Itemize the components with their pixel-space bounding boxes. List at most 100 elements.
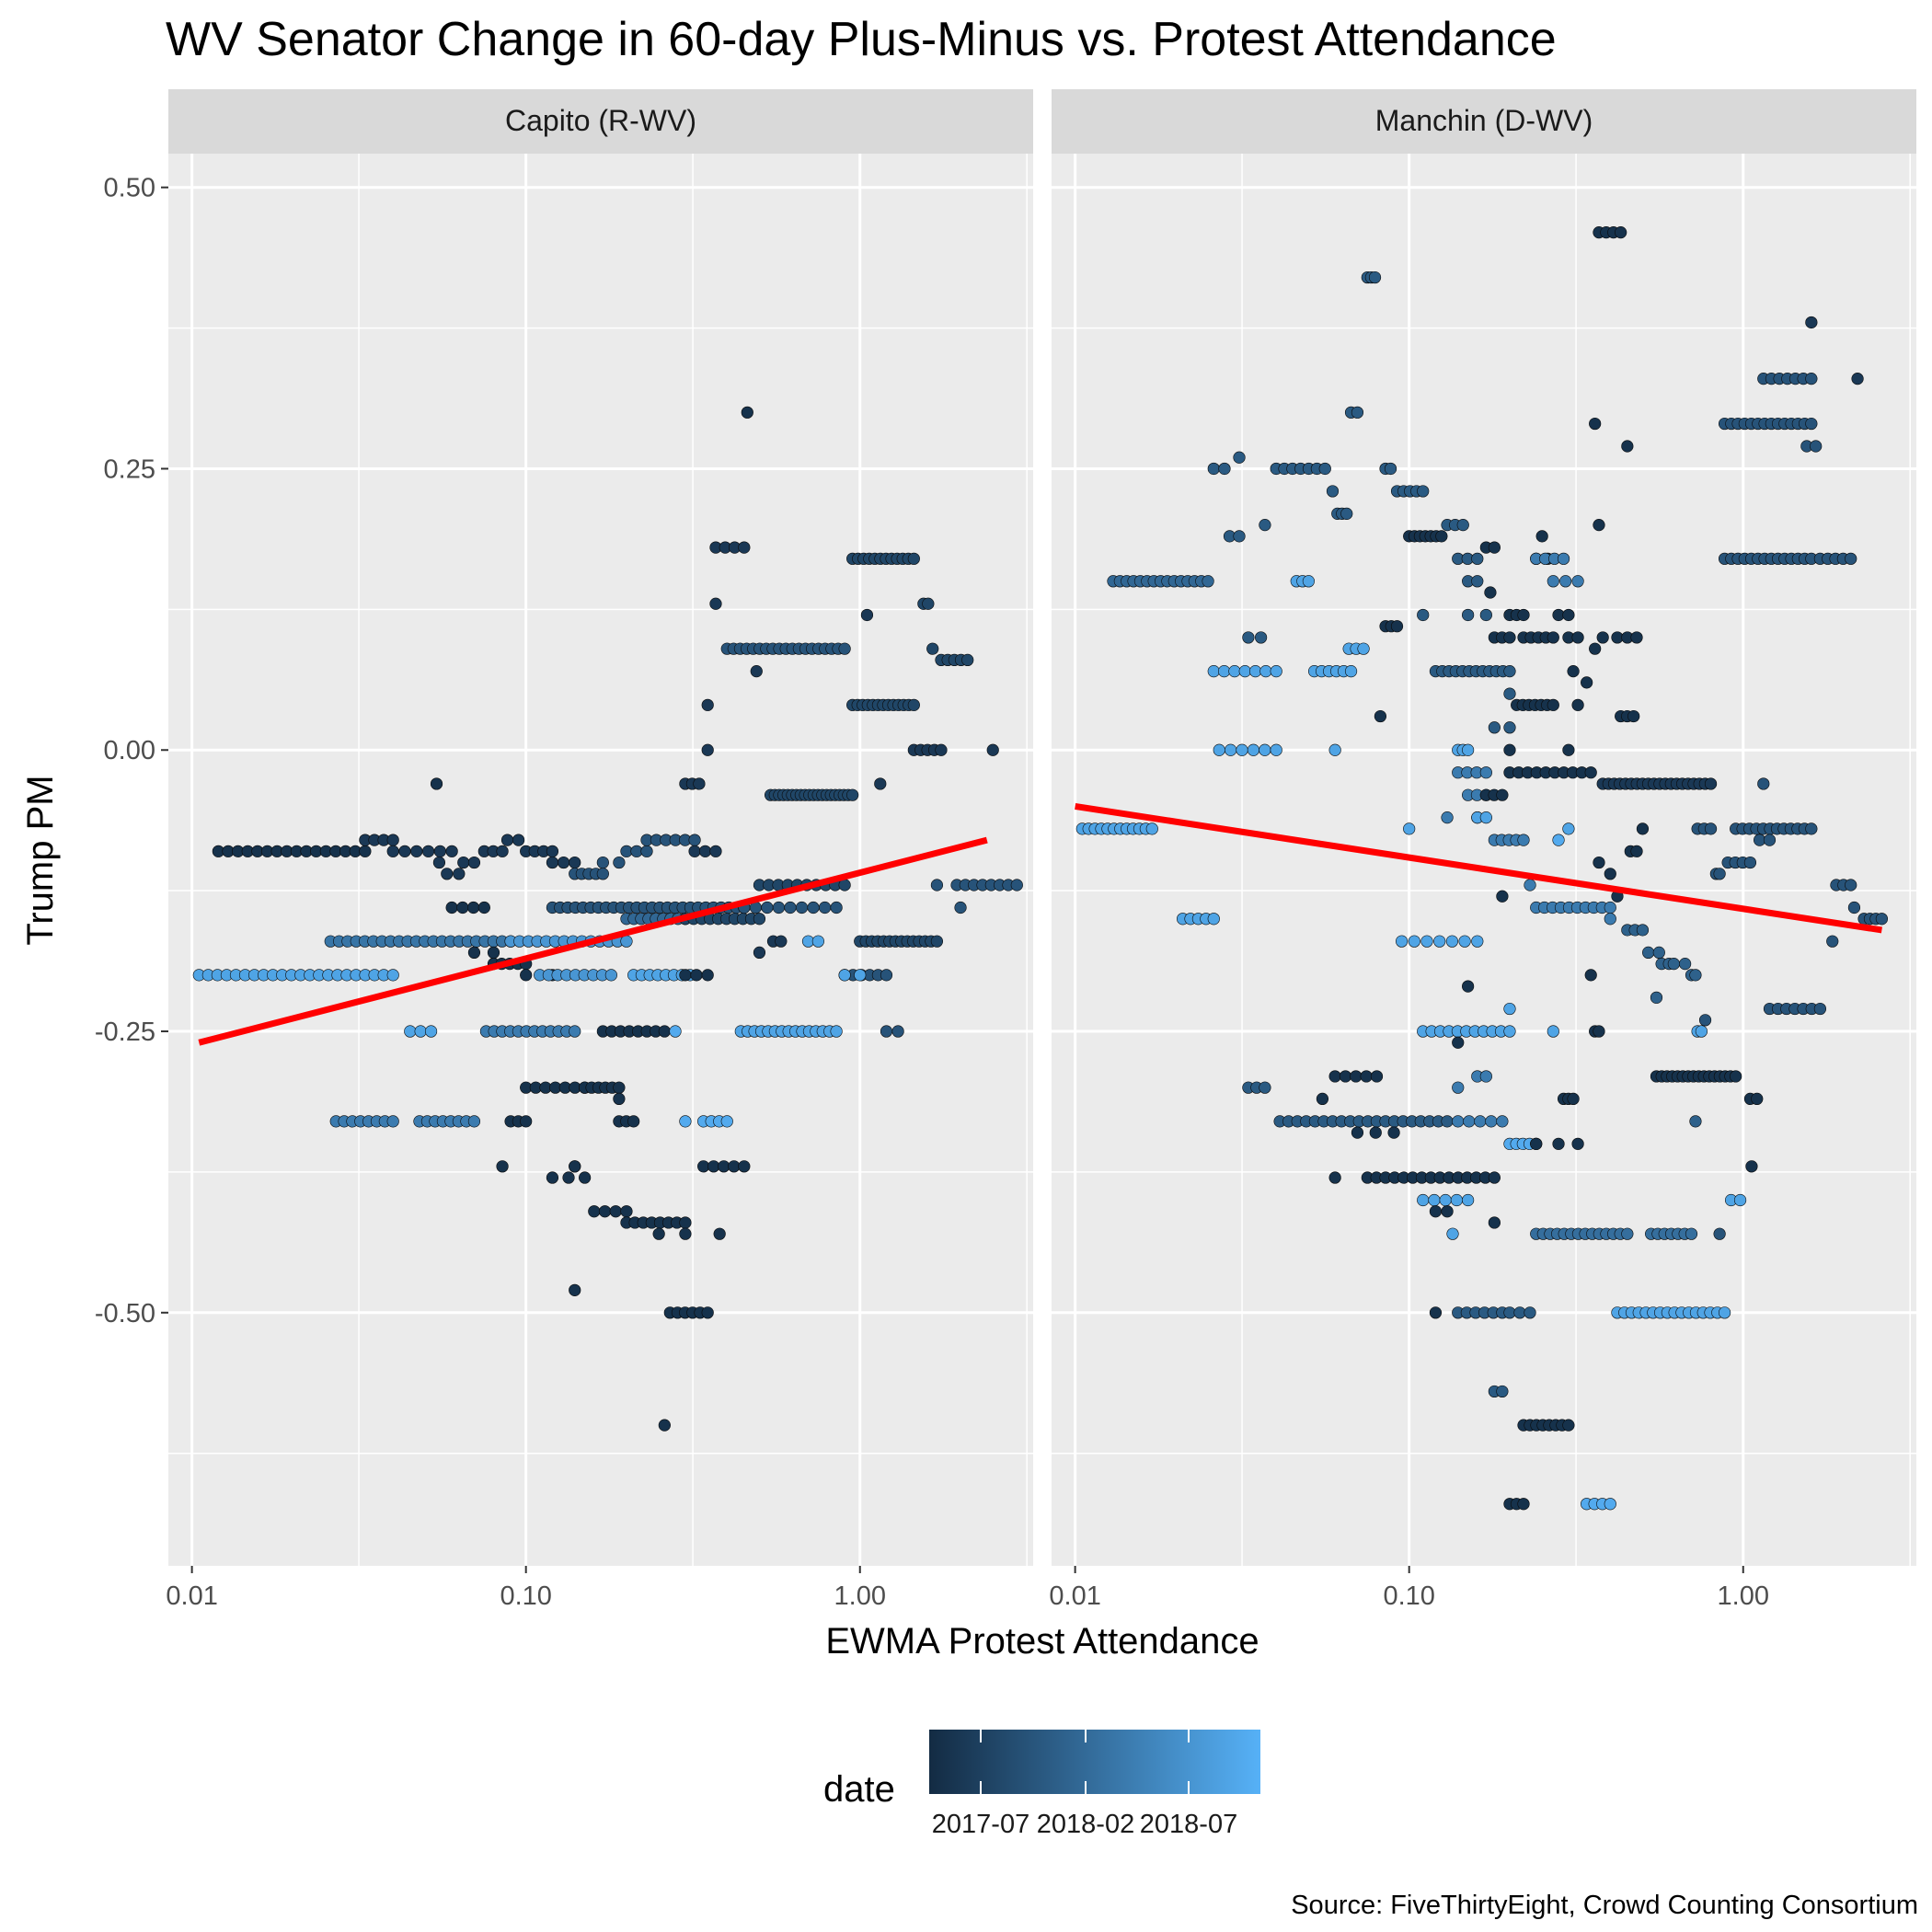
- data-point: [1517, 834, 1530, 846]
- data-point: [1584, 969, 1597, 982]
- data-point: [761, 901, 774, 914]
- data-point: [1360, 1070, 1373, 1083]
- data-point: [728, 1160, 741, 1173]
- data-point: [1642, 946, 1655, 960]
- x-tick-label: 1.00: [834, 1581, 886, 1611]
- data-point: [1535, 530, 1548, 543]
- data-point: [569, 1160, 581, 1173]
- data-point: [453, 868, 466, 880]
- data-point: [1567, 1092, 1580, 1106]
- data-point: [1228, 665, 1241, 678]
- data-point: [1685, 1227, 1698, 1240]
- data-point: [1503, 687, 1516, 700]
- data-point: [738, 541, 751, 554]
- data-point: [753, 946, 766, 960]
- data-point: [496, 845, 509, 857]
- data-point: [1517, 608, 1530, 622]
- data-point: [1689, 969, 1702, 982]
- data-point: [398, 845, 411, 857]
- data-point: [1474, 1115, 1487, 1128]
- data-point: [1517, 1498, 1530, 1511]
- data-point: [750, 665, 763, 678]
- data-point: [1328, 1171, 1341, 1184]
- data-point: [496, 1160, 509, 1173]
- data-point: [386, 834, 399, 846]
- data-point: [1851, 373, 1864, 385]
- data-point: [701, 743, 714, 756]
- data-point: [1496, 1385, 1509, 1398]
- data-point: [707, 1160, 720, 1173]
- data-point: [1233, 451, 1246, 464]
- data-point: [569, 856, 581, 869]
- data-point: [579, 1171, 592, 1184]
- data-point: [1571, 631, 1584, 644]
- data-point: [1259, 743, 1271, 756]
- data-point: [1452, 1115, 1465, 1128]
- data-point: [467, 1115, 481, 1128]
- data-point: [1488, 1216, 1501, 1229]
- data-point: [1589, 417, 1602, 431]
- data-point: [986, 743, 999, 756]
- data-point: [1571, 575, 1584, 588]
- data-point: [1763, 834, 1777, 846]
- strip-label-manchin: Manchin (D-WV): [1375, 104, 1593, 137]
- data-point: [424, 1025, 438, 1038]
- data-point: [630, 845, 643, 857]
- data-point: [753, 913, 766, 926]
- data-point: [930, 879, 944, 891]
- x-axis-title: EWMA Protest Attendance: [825, 1621, 1259, 1662]
- data-point: [922, 597, 935, 610]
- data-point: [701, 1306, 714, 1319]
- data-point: [1248, 665, 1262, 678]
- data-point: [1503, 721, 1516, 734]
- data-point: [1326, 485, 1340, 498]
- data-point: [1328, 743, 1341, 756]
- data-point: [713, 1227, 726, 1240]
- data-point: [1530, 1137, 1543, 1150]
- data-point: [1452, 1036, 1465, 1049]
- data-point: [1593, 856, 1605, 869]
- data-point: [1462, 608, 1475, 622]
- data-point: [1387, 1126, 1400, 1139]
- data-point: [688, 845, 701, 857]
- data-point: [359, 845, 372, 857]
- data-point: [604, 969, 617, 982]
- data-point: [1733, 1193, 1747, 1207]
- data-point: [1370, 1070, 1384, 1083]
- data-point: [1479, 1070, 1492, 1083]
- data-point: [720, 1115, 733, 1128]
- data-point: [1713, 868, 1726, 880]
- data-point: [701, 969, 714, 982]
- x-tick-label: 0.10: [500, 1581, 551, 1611]
- data-point: [1604, 868, 1616, 880]
- data-point: [1236, 743, 1248, 756]
- data-point: [1395, 935, 1409, 948]
- data-point: [1562, 1419, 1575, 1432]
- data-point: [693, 777, 706, 790]
- data-point: [907, 552, 920, 565]
- y-tick-label: -0.50: [95, 1299, 155, 1328]
- panel-manchin: Manchin (D-WV): [1052, 89, 1916, 1566]
- y-axis-title: Trump PM: [20, 775, 61, 945]
- data-point: [1562, 608, 1575, 622]
- data-point: [588, 1205, 601, 1218]
- data-point: [1479, 766, 1492, 779]
- data-point: [1238, 665, 1251, 678]
- data-point: [880, 969, 893, 982]
- data-point: [935, 743, 948, 756]
- data-point: [1689, 1115, 1702, 1128]
- data-point: [1207, 462, 1220, 476]
- data-point: [1503, 1025, 1516, 1038]
- data-point: [1503, 1002, 1516, 1016]
- data-point: [1743, 856, 1757, 869]
- trend-line-capito: [198, 836, 988, 1046]
- data-point: [1589, 642, 1602, 655]
- data-point: [1429, 1306, 1443, 1319]
- data-point: [1270, 743, 1282, 756]
- data-point: [410, 845, 423, 857]
- data-point: [1218, 665, 1231, 678]
- data-point: [854, 969, 867, 982]
- data-point: [562, 1171, 575, 1184]
- legend-colorbar: [929, 1730, 1260, 1794]
- data-point: [596, 856, 609, 869]
